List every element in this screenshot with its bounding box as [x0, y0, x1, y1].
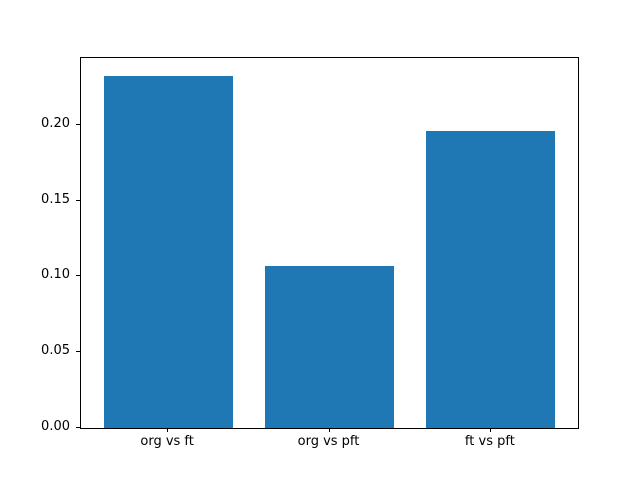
bar-org-vs-pft	[264, 265, 395, 428]
bar-ft-vs-pft	[426, 130, 556, 428]
x-tick-mark	[328, 428, 330, 432]
bar-org-vs-ft	[103, 76, 233, 428]
y-tick-label: 0.10	[41, 267, 70, 283]
y-tick-mark	[76, 275, 80, 277]
x-tick-label: ft vs pft	[464, 434, 515, 449]
y-tick-mark	[76, 427, 80, 428]
plot-area	[80, 57, 579, 429]
y-tick-label: 0.00	[41, 419, 70, 434]
x-tick-mark	[167, 428, 169, 432]
y-tick-label: 0.20	[41, 115, 70, 131]
x-tick-label: org vs pft	[297, 434, 360, 449]
y-tick-label: 0.05	[41, 343, 70, 359]
y-tick-mark	[76, 199, 80, 201]
x-tick-label: org vs ft	[140, 434, 194, 449]
y-tick-mark	[76, 123, 80, 125]
x-tick-mark	[489, 428, 491, 432]
y-tick-label: 0.15	[41, 191, 70, 207]
y-tick-mark	[76, 351, 80, 353]
